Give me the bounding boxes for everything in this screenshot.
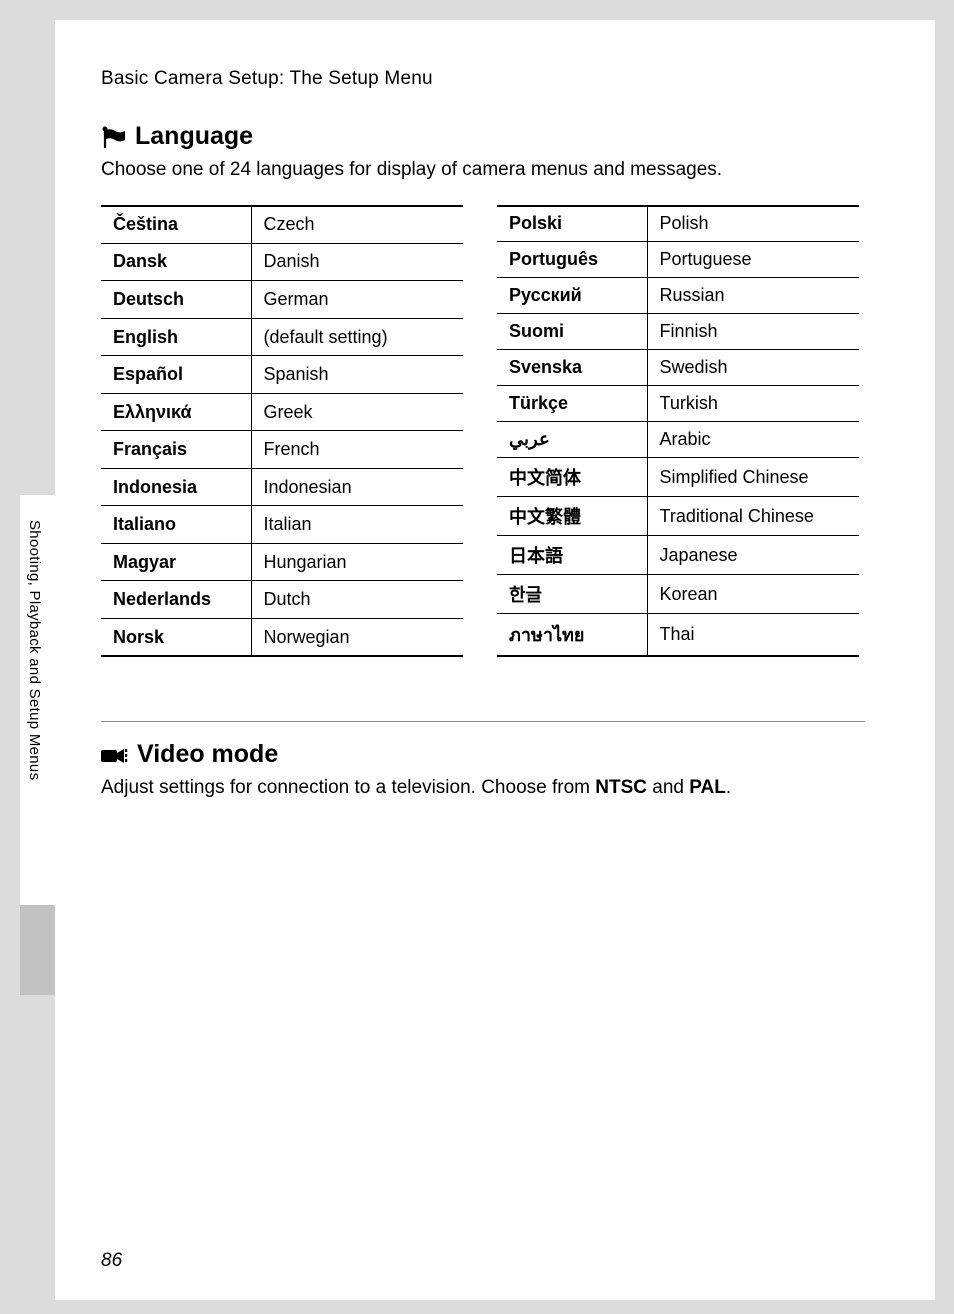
language-table-left: ČeštinaCzechDanskDanishDeutschGermanEngl… (101, 205, 463, 658)
table-row: 한글Korean (497, 575, 859, 614)
language-english-cell: Simplified Chinese (647, 458, 859, 497)
video-mode-desc: Adjust settings for connection to a tele… (101, 775, 865, 801)
video-desc-pre: Adjust settings for connection to a tele… (101, 777, 595, 798)
language-native-cell: عربي (497, 422, 647, 458)
table-row: ΕλληνικάGreek (101, 393, 463, 431)
table-row: ItalianoItalian (101, 506, 463, 544)
video-desc-mid: and (647, 777, 689, 798)
language-native-cell: Norsk (101, 618, 251, 656)
heading-language-text: Language (135, 122, 253, 151)
language-english-cell: Portuguese (647, 242, 859, 278)
language-english-cell: Arabic (647, 422, 859, 458)
language-native-cell: 日本語 (497, 536, 647, 575)
video-desc-post: . (726, 777, 731, 798)
table-row: 中文繁體Traditional Chinese (497, 497, 859, 536)
table-row: TürkçeTurkish (497, 386, 859, 422)
table-row: 日本語Japanese (497, 536, 859, 575)
table-row: NederlandsDutch (101, 581, 463, 619)
heading-video-mode-text: Video mode (137, 740, 278, 769)
language-native-cell: Dansk (101, 243, 251, 281)
language-native-cell: Nederlands (101, 581, 251, 619)
language-native-cell: Türkçe (497, 386, 647, 422)
language-english-cell: Dutch (251, 581, 463, 619)
language-english-cell: Czech (251, 206, 463, 244)
language-english-cell: French (251, 431, 463, 469)
table-row: NorskNorwegian (101, 618, 463, 656)
language-native-cell: 中文繁體 (497, 497, 647, 536)
table-row: SuomiFinnish (497, 314, 859, 350)
table-row: SvenskaSwedish (497, 350, 859, 386)
video-opt-ntsc: NTSC (595, 777, 647, 798)
language-english-cell: Korean (647, 575, 859, 614)
table-row: IndonesiaIndonesian (101, 468, 463, 506)
table-row: ภาษาไทยThai (497, 614, 859, 657)
video-opt-pal: PAL (689, 777, 726, 798)
language-native-cell: Русский (497, 278, 647, 314)
side-tab-gray (20, 905, 55, 995)
language-english-cell: Greek (251, 393, 463, 431)
language-english-cell: Hungarian (251, 543, 463, 581)
language-english-cell: Finnish (647, 314, 859, 350)
language-native-cell: Polski (497, 206, 647, 242)
side-label: Shooting, Playback and Setup Menus (26, 520, 43, 780)
language-native-cell: Magyar (101, 543, 251, 581)
language-native-cell: Deutsch (101, 281, 251, 319)
page-number: 86 (101, 1250, 122, 1272)
language-english-cell: Spanish (251, 356, 463, 394)
table-row: DeutschGerman (101, 281, 463, 319)
table-row: PolskiPolish (497, 206, 859, 242)
language-english-cell: Italian (251, 506, 463, 544)
language-native-cell: 한글 (497, 575, 647, 614)
language-native-cell: 中文简体 (497, 458, 647, 497)
language-native-cell: Suomi (497, 314, 647, 350)
language-english-cell: Polish (647, 206, 859, 242)
language-english-cell: Russian (647, 278, 859, 314)
language-english-cell: Traditional Chinese (647, 497, 859, 536)
heading-language: Language (101, 122, 865, 151)
table-row: PortuguêsPortuguese (497, 242, 859, 278)
language-tables: ČeštinaCzechDanskDanishDeutschGermanEngl… (101, 205, 865, 658)
language-desc: Choose one of 24 languages for display o… (101, 157, 865, 183)
language-english-cell: Indonesian (251, 468, 463, 506)
table-row: FrançaisFrench (101, 431, 463, 469)
section-divider (101, 721, 865, 722)
language-native-cell: English (101, 318, 251, 356)
language-native-cell: ภาษาไทย (497, 614, 647, 657)
table-row: 中文简体Simplified Chinese (497, 458, 859, 497)
table-row: English(default setting) (101, 318, 463, 356)
language-native-cell: Español (101, 356, 251, 394)
heading-video-mode: Video mode (101, 740, 865, 769)
page: Basic Camera Setup: The Setup Menu Langu… (55, 20, 935, 1300)
language-native-cell: Indonesia (101, 468, 251, 506)
flag-icon (101, 126, 127, 148)
table-row: EspañolSpanish (101, 356, 463, 394)
table-row: РусскийRussian (497, 278, 859, 314)
language-table-right: PolskiPolishPortuguêsPortugueseРусскийRu… (497, 205, 859, 658)
table-row: DanskDanish (101, 243, 463, 281)
language-native-cell: Svenska (497, 350, 647, 386)
table-row: عربيArabic (497, 422, 859, 458)
language-english-cell: Norwegian (251, 618, 463, 656)
language-native-cell: Ελληνικά (101, 393, 251, 431)
language-native-cell: Čeština (101, 206, 251, 244)
language-english-cell: Danish (251, 243, 463, 281)
language-english-cell: German (251, 281, 463, 319)
table-row: MagyarHungarian (101, 543, 463, 581)
language-native-cell: Italiano (101, 506, 251, 544)
language-native-cell: Français (101, 431, 251, 469)
table-row: ČeštinaCzech (101, 206, 463, 244)
language-english-cell: Turkish (647, 386, 859, 422)
language-english-cell: (default setting) (251, 318, 463, 356)
language-native-cell: Português (497, 242, 647, 278)
language-english-cell: Swedish (647, 350, 859, 386)
language-english-cell: Thai (647, 614, 859, 657)
breadcrumb: Basic Camera Setup: The Setup Menu (101, 68, 865, 90)
video-icon (101, 745, 129, 765)
language-english-cell: Japanese (647, 536, 859, 575)
